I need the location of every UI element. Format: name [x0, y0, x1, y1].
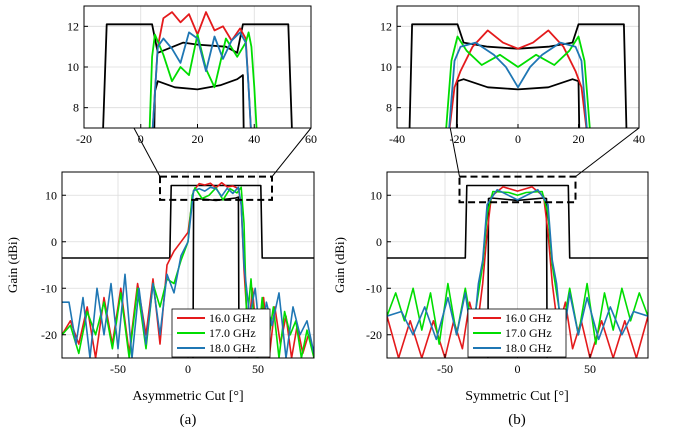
panel-a-inset-ytick-label-2: 12: [67, 19, 79, 33]
panel-a-main-xtick-label-0: -50: [110, 362, 126, 376]
panel-b-inset-ytick-label-1: 10: [380, 60, 392, 74]
panel-b-inset-xtick-label-2: 0: [515, 132, 521, 146]
panel-b-inset-xtick-label-4: 40: [633, 132, 645, 146]
panel-a-main-chart: -50 0 50 -20 -10 0 10 16.0 GHz 17.0 GHz 18.0 G…: [5, 127, 315, 428]
panel-b-legend-label-2: 17.0 GHz: [505, 326, 552, 340]
panel-b-main-chart: -50 0 50 -20 -10 0 10 16.0 GHz 17.0 GHz 18.0 G…: [332, 127, 649, 428]
panel-a-inset-xtick-label-0: -20: [76, 132, 92, 146]
panel-a-main-ytick-label-2: 0: [51, 235, 57, 249]
panel-b-main-series: [387, 184, 648, 358]
panel-a-zoom-connector-left: [133, 127, 161, 177]
panel-b-main-series-17-0-ghz: [387, 190, 648, 345]
panel-a: -20 0 20 40 60 8 10 12 -50 0 50 -20 -10 0 10 16.0 GHz…: [5, 5, 317, 428]
panel-a-inset-xtick-label-2: 20: [192, 132, 204, 146]
panel-a-inset-series-mask-0: [102, 23, 293, 128]
panel-a-inset-xtick-label-4: 60: [305, 132, 317, 146]
panel-b-main-ytick-label-0: -20: [366, 328, 382, 342]
panel-b-main-ticks: -50 0 50 -20 -10 0 10: [366, 188, 596, 376]
panel-a-main-ytick-label-1: -10: [41, 281, 57, 295]
panel-a-xlabel: Asymmetric Cut [°]: [132, 389, 243, 404]
panel-b-inset-series-16-0-ghz: [448, 29, 588, 128]
panel-b-inset-ytick-label-2: 12: [380, 19, 392, 33]
panel-b-inset-series-17-0-ghz: [445, 35, 591, 128]
panel-a-inset-ytick-label-0: 8: [73, 101, 79, 115]
panel-b-inset-series-18-0-ghz: [448, 41, 588, 128]
panel-b-legend-label-1: 16.0 GHz: [505, 311, 552, 325]
panel-a-main-xtick-label-1: 0: [185, 362, 191, 376]
panel-a-inset-series-mask-4: [151, 31, 252, 128]
panel-a-inset-chart: -20 0 20 40 60 8 10 12: [67, 5, 317, 146]
panel-a-main-ytick-label-3: 10: [45, 188, 57, 202]
panel-a-ylabel: Gain (dBi): [5, 237, 20, 293]
panel-a-main-ticks: -50 0 50 -20 -10 0 10: [41, 188, 264, 376]
panel-b-caption: (b): [508, 412, 526, 428]
panel-b-main-series-18-0-ghz: [387, 188, 648, 345]
panel-a-legend-label-1: 16.0 GHz: [209, 311, 256, 325]
panel-a-zoom-connector-right: [271, 127, 312, 177]
panel-b-main-xtick-label-2: 50: [584, 362, 596, 376]
panel-b-zoom-connector-left: [449, 127, 460, 177]
panel-a-legend: 16.0 GHz 17.0 GHz 18.0 GHz: [171, 308, 271, 358]
panel-a-main-series-17-0-ghz: [62, 186, 314, 358]
panel-a-inset-series-16-0-ghz: [151, 11, 252, 128]
panel-a-caption: (a): [180, 412, 197, 428]
panel-a-inset-ticks: -20 0 20 40 60 8 10 12: [67, 19, 317, 146]
panel-b-inset-series-mask-1: [455, 78, 581, 128]
panel-a-legend-label-3: 18.0 GHz: [209, 341, 256, 355]
panel-b-main-ytick-label-1: -10: [366, 281, 382, 295]
panel-b-zoom-box: [458, 175, 577, 204]
panel-b-inset-xtick-label-3: 20: [573, 132, 585, 146]
panel-a-main-xtick-label-2: 50: [252, 362, 264, 376]
panel-a-main-ytick-label-0: -20: [41, 328, 57, 342]
panel-a-inset-xtick-label-1: 0: [138, 132, 144, 146]
panel-b-inset-ytick-label-0: 8: [386, 101, 392, 115]
panel-b: -40 -20 0 20 40 8 10 12 -50 0 50 -20 -10 0 10 16.0 GH…: [332, 5, 649, 428]
panel-b-inset-xtick-label-0: -40: [389, 132, 405, 146]
panel-a-inset-series: [102, 11, 293, 128]
panel-b-zoom-connector-right: [575, 127, 640, 178]
panel-b-main-ytick-label-3: 10: [370, 188, 382, 202]
panel-b-xlabel: Symmetric Cut [°]: [465, 389, 569, 404]
panel-b-main-series-mask-0: [387, 184, 648, 259]
panel-a-inset-xtick-label-3: 40: [248, 132, 260, 146]
panel-b-main-xtick-label-1: 0: [515, 362, 521, 376]
panel-b-legend: 16.0 GHz 17.0 GHz 18.0 GHz: [467, 308, 567, 358]
panel-b-main-ytick-label-2: 0: [376, 235, 382, 249]
panel-b-ylabel: Gain (dBi): [332, 237, 347, 293]
panel-a-legend-label-2: 17.0 GHz: [209, 326, 256, 340]
panel-b-legend-label-3: 18.0 GHz: [505, 341, 552, 355]
panel-a-inset-ytick-label-1: 10: [67, 60, 79, 74]
panel-b-main-xtick-label-0: -50: [437, 362, 453, 376]
panel-a-zoom-box: [159, 175, 273, 201]
panel-b-main-series-16-0-ghz: [387, 186, 648, 358]
panel-b-inset-series: [408, 23, 628, 128]
